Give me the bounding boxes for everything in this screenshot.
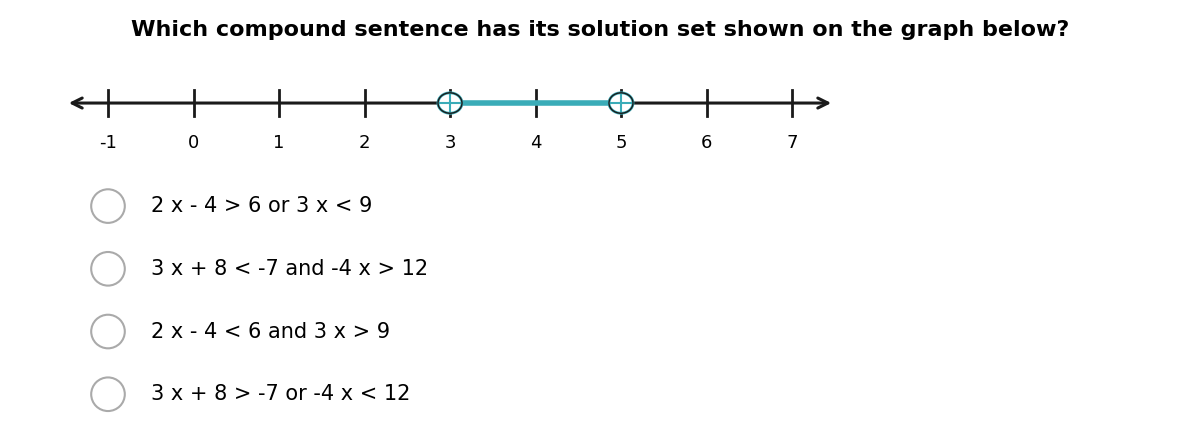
Text: 2 x - 4 < 6 and 3 x > 9: 2 x - 4 < 6 and 3 x > 9 <box>151 322 390 341</box>
Ellipse shape <box>91 314 125 349</box>
Text: 1: 1 <box>274 134 284 152</box>
Text: 3: 3 <box>444 134 456 152</box>
Text: Which compound sentence has its solution set shown on the graph below?: Which compound sentence has its solution… <box>131 20 1069 40</box>
Ellipse shape <box>91 377 125 411</box>
Ellipse shape <box>91 189 125 223</box>
Text: 5: 5 <box>616 134 626 152</box>
Ellipse shape <box>610 93 634 113</box>
Text: 7: 7 <box>786 134 798 152</box>
Text: 2 x - 4 > 6 or 3 x < 9: 2 x - 4 > 6 or 3 x < 9 <box>151 196 372 216</box>
Text: 2: 2 <box>359 134 371 152</box>
Text: 3 x + 8 < -7 and -4 x > 12: 3 x + 8 < -7 and -4 x > 12 <box>151 259 428 279</box>
Text: -1: -1 <box>100 134 116 152</box>
Ellipse shape <box>438 93 462 113</box>
Ellipse shape <box>91 252 125 286</box>
Text: 3 x + 8 > -7 or -4 x < 12: 3 x + 8 > -7 or -4 x < 12 <box>151 384 410 404</box>
Text: 6: 6 <box>701 134 712 152</box>
Text: 0: 0 <box>188 134 199 152</box>
Text: 4: 4 <box>529 134 541 152</box>
